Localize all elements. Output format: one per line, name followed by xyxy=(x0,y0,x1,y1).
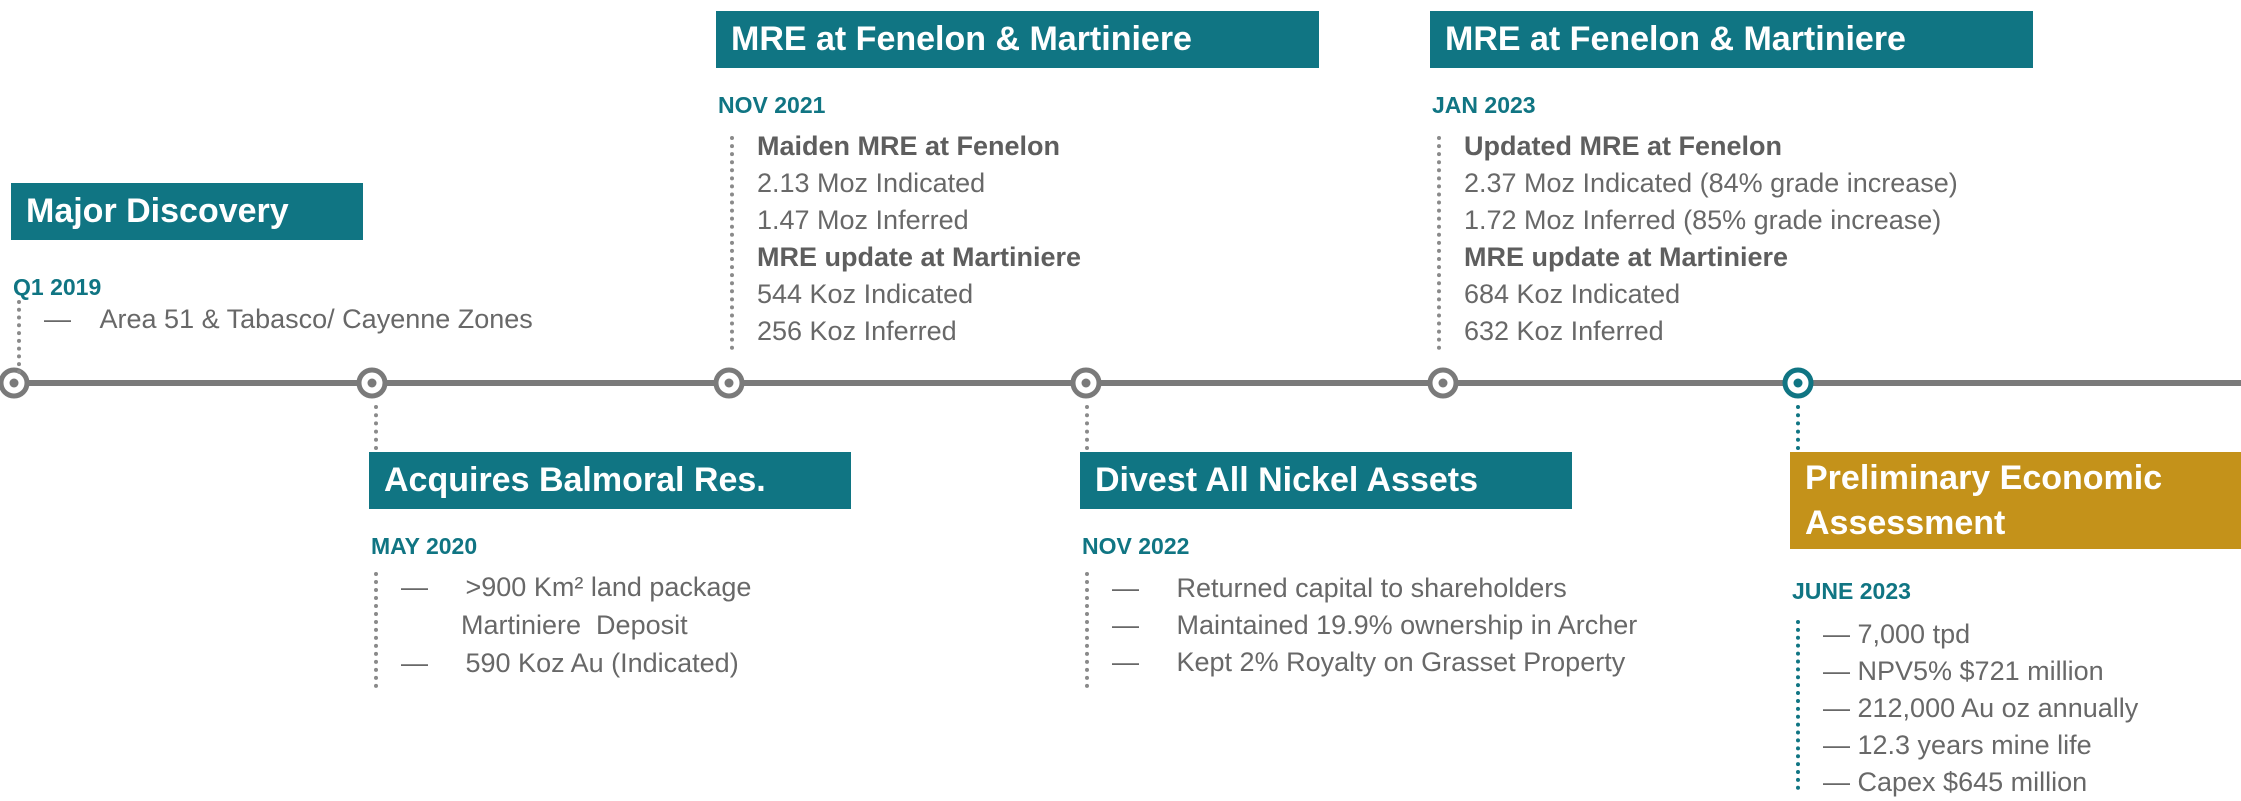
event-title: Acquires Balmoral Res. xyxy=(369,452,851,509)
event-details: — 7,000 tpd — NPV5% $721 million — 212,000… xyxy=(1823,616,2138,801)
timeline-node-dot xyxy=(1438,378,1448,388)
event-date: NOV 2022 xyxy=(1082,533,1190,559)
detail-line: Martiniere Deposit xyxy=(401,610,688,640)
dotted-connector xyxy=(1085,572,1089,688)
event-details: — >900 Km² land package Martiniere Depos… xyxy=(401,568,751,682)
timeline-node-dot xyxy=(9,378,19,388)
detail-line: — Maintained 19.9% ownership in Archer xyxy=(1112,610,1638,640)
detail-line: 544 Koz Indicated xyxy=(757,279,974,309)
event-details: Maiden MRE at Fenelon 2.13 Moz Indicated 1… xyxy=(757,128,1081,350)
detail-heading: MRE update at Martiniere xyxy=(1464,242,1789,272)
detail-heading: Updated MRE at Fenelon xyxy=(1464,131,1783,161)
dotted-connector xyxy=(374,572,378,688)
event-date: MAY 2020 xyxy=(371,533,478,559)
event-title: Major Discovery xyxy=(11,183,363,240)
detail-line: — Kept 2% Royalty on Grasset Property xyxy=(1112,647,1626,677)
event-details: — Area 51 & Tabasco/ Cayenne Zones xyxy=(44,301,533,338)
event-title: MRE at Fenelon & Martiniere xyxy=(1430,11,2033,68)
detail-line: — 7,000 tpd xyxy=(1823,619,1971,649)
detail-heading: MRE update at Martiniere xyxy=(757,242,1082,272)
detail-line: 2.37 Moz Indicated (84% grade increase) xyxy=(1464,168,1958,198)
dotted-connector xyxy=(1085,405,1089,450)
detail-line: 1.47 Moz Inferred xyxy=(757,205,969,235)
dotted-connector xyxy=(1796,620,1800,790)
event-date: JUNE 2023 xyxy=(1792,578,1911,604)
event-details: — Returned capital to shareholders — Main… xyxy=(1112,570,1637,681)
dotted-connector xyxy=(1796,405,1800,450)
timeline-node-dot xyxy=(724,378,734,388)
detail-line: — Returned capital to shareholders xyxy=(1112,573,1567,603)
detail-line: 256 Koz Inferred xyxy=(757,316,957,346)
detail-line: — Capex $645 million xyxy=(1823,767,2088,797)
event-date: NOV 2021 xyxy=(718,92,826,118)
detail-line: 632 Koz Inferred xyxy=(1464,316,1664,346)
detail-line: 2.13 Moz Indicated xyxy=(757,168,986,198)
event-title: Preliminary Economic Assessment xyxy=(1790,452,2241,549)
detail-line: — Area 51 & Tabasco/ Cayenne Zones xyxy=(44,304,533,334)
detail-line: 1.72 Moz Inferred (85% grade increase) xyxy=(1464,205,1942,235)
detail-line: — NPV5% $721 million xyxy=(1823,656,2104,686)
event-title: MRE at Fenelon & Martiniere xyxy=(716,11,1319,68)
event-date: JAN 2023 xyxy=(1432,92,1536,118)
dotted-connector xyxy=(17,300,21,374)
event-title: Divest All Nickel Assets xyxy=(1080,452,1572,509)
timeline-node-dot xyxy=(1793,378,1803,388)
detail-line: — 590 Koz Au (Indicated) xyxy=(401,648,739,678)
timeline-node-dot xyxy=(1081,378,1091,388)
event-date: Q1 2019 xyxy=(13,274,102,300)
detail-line: 684 Koz Indicated xyxy=(1464,279,1681,309)
timeline-node-dot xyxy=(367,378,377,388)
dotted-connector xyxy=(1437,136,1441,350)
detail-line: — 212,000 Au oz annually xyxy=(1823,693,2139,723)
event-details: Updated MRE at Fenelon 2.37 Moz Indicated… xyxy=(1464,128,1958,350)
dotted-connector xyxy=(730,136,734,350)
detail-line: — >900 Km² land package xyxy=(401,572,752,602)
dotted-connector xyxy=(374,405,378,450)
detail-line: — 12.3 years mine life xyxy=(1823,730,2092,760)
detail-heading: Maiden MRE at Fenelon xyxy=(757,131,1061,161)
